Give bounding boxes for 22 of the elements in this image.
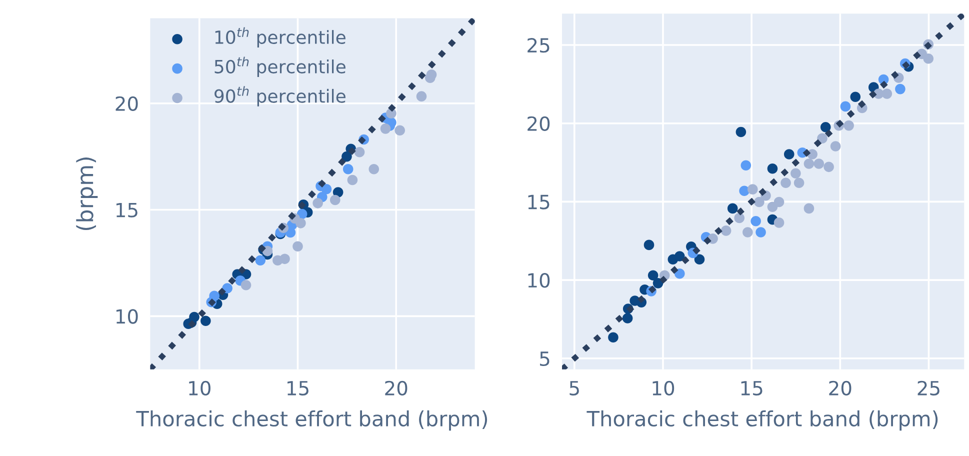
x-tick-label: 5 [570,381,579,396]
x-tick-label: 20 [385,380,408,396]
x-tick-label: 15 [288,381,308,396]
x-tick-label: 15 [741,381,762,396]
legend-label: 90$^{th}$ percentile [214,86,346,106]
y-tick-label: 20 [116,96,138,112]
x-tick-label: 10 [189,380,210,396]
y-tick-label: 10 [528,273,550,288]
y-tick-label: 10 [116,309,138,324]
x-tick-label: 10 [652,380,674,396]
y-tick-label: 25 [528,38,550,53]
legend-label: 10$^{th}$ percentile [215,27,346,48]
y-tick-label: 15 [116,202,138,218]
y-tick-label: 15 [528,194,550,210]
y-tick-label: 20 [528,116,550,132]
y-axis-title: (brpm) [76,158,98,230]
x-axis-title: Thoracic chest effort band (brpm) [586,410,938,431]
y-tick-label: 5 [540,352,550,366]
x-tick-label: 20 [829,380,852,396]
x-axis-title: Thoracic chest effort band (brpm) [136,410,488,431]
legend-label: 50$^{th}$ percentile [214,56,346,77]
x-tick-label: 25 [918,380,940,396]
